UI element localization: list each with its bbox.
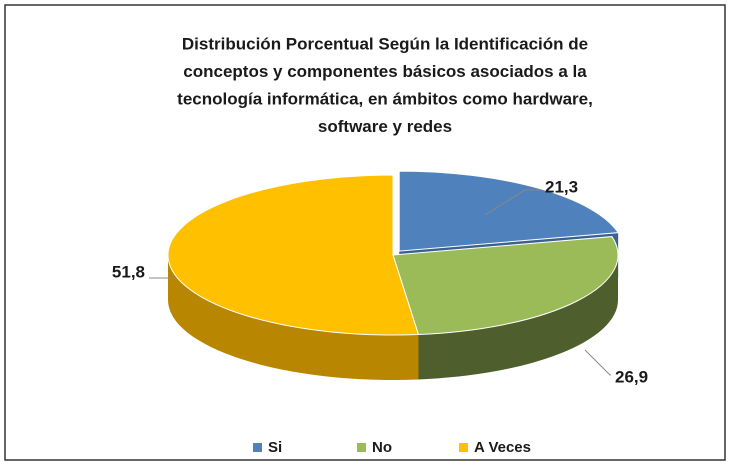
- legend-swatch: [253, 443, 262, 452]
- leader-line: [584, 349, 611, 376]
- slice: [398, 170, 620, 252]
- chart-title: software y redes: [318, 117, 452, 136]
- chart-title: conceptos y componentes básicos asociado…: [183, 62, 587, 81]
- data-label: 21,3: [545, 177, 578, 196]
- slice-side: [418, 255, 618, 380]
- chart-title: Distribución Porcentual Según la Identif…: [182, 34, 588, 53]
- legend-label: Si: [268, 439, 282, 456]
- legend-label: A Veces: [474, 439, 531, 456]
- slice: [392, 236, 619, 336]
- slice: [167, 174, 420, 336]
- data-label: 51,8: [112, 262, 145, 281]
- chart-title: tecnología informática, en ámbitos como …: [177, 89, 593, 108]
- slice-side: [168, 255, 419, 380]
- legend-swatch: [357, 443, 366, 452]
- data-label: 26,9: [615, 367, 648, 386]
- leader-line: [484, 189, 541, 216]
- legend-label: No: [372, 439, 392, 456]
- legend-swatch: [459, 443, 468, 452]
